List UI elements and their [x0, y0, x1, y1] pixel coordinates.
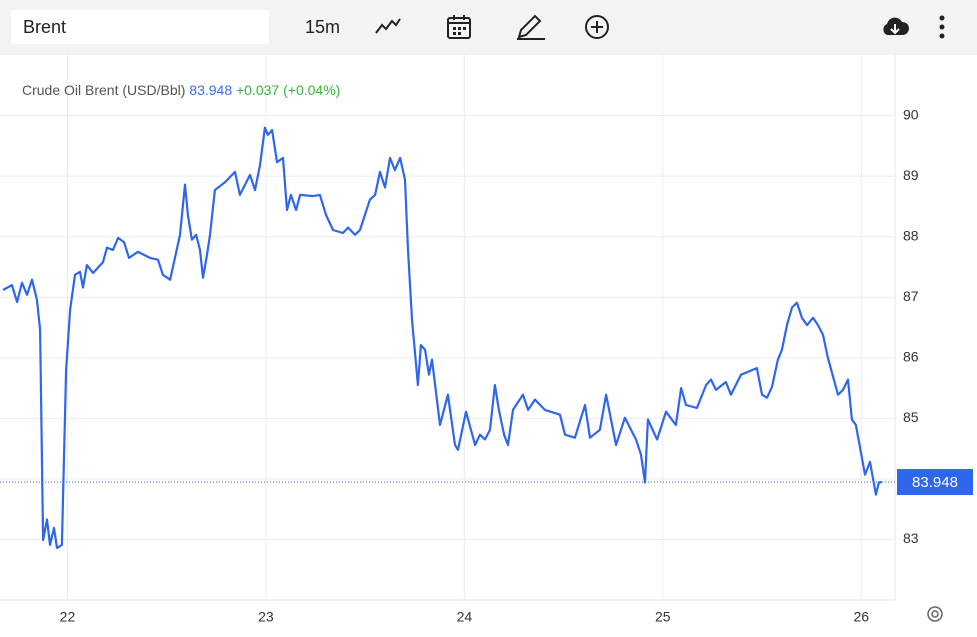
menu-icon[interactable]	[932, 13, 952, 41]
x-tick-label: 24	[457, 609, 473, 625]
calendar-icon[interactable]	[446, 13, 472, 41]
legend-price: 83.948	[189, 82, 232, 98]
legend-change-pct: (+0.04%)	[283, 82, 340, 98]
y-tick-label: 90	[903, 106, 919, 122]
legend-change: +0.037	[236, 82, 279, 98]
y-tick-label: 89	[903, 167, 919, 183]
y-tick-label: 83	[903, 530, 919, 546]
symbol-input[interactable]: Brent	[11, 10, 269, 44]
add-icon[interactable]	[583, 13, 611, 41]
y-tick-label: 86	[903, 348, 919, 364]
last-price-badge	[897, 469, 973, 496]
x-tick-label: 22	[60, 609, 76, 625]
y-tick-label: 85	[903, 409, 919, 425]
y-tick-label: 88	[903, 227, 919, 243]
y-tick-label: 87	[903, 288, 919, 304]
x-tick-label: 25	[655, 609, 671, 625]
legend-title: Crude Oil Brent (USD/Bbl)	[22, 82, 185, 98]
x-tick-label: 23	[258, 609, 274, 625]
toolbar: Brent 15m	[0, 0, 977, 55]
interval-button[interactable]: 15m	[305, 17, 341, 37]
settings-icon[interactable]	[927, 606, 943, 622]
price-line	[2, 126, 883, 549]
legend: Crude Oil Brent (USD/Bbl) 83.948 +0.037 …	[22, 82, 340, 98]
last-price-label: 83.948	[912, 474, 958, 491]
draw-icon[interactable]	[515, 13, 547, 41]
download-icon[interactable]	[880, 13, 910, 41]
chart-type-icon[interactable]	[374, 13, 402, 41]
x-tick-label: 26	[853, 609, 869, 625]
